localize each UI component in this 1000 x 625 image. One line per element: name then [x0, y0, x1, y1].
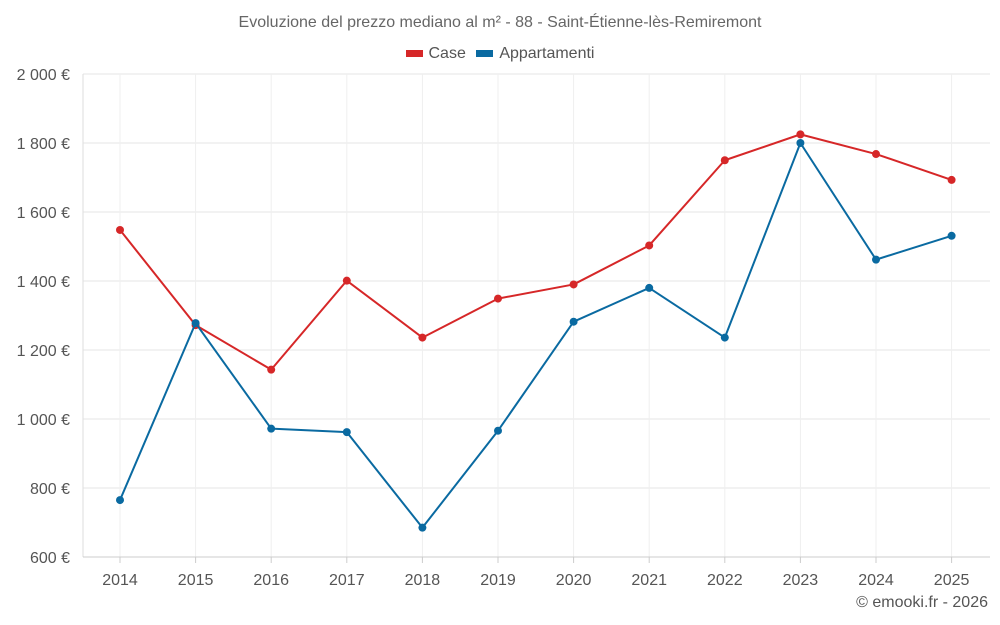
x-tick-label: 2016	[253, 572, 289, 589]
data-point-appartamenti	[494, 426, 502, 435]
legend-swatch-case	[405, 50, 423, 57]
y-tick-label: 600 €	[30, 550, 70, 567]
x-tick-label: 2014	[102, 572, 138, 589]
legend: Case Appartamenti	[0, 44, 1000, 63]
x-tick-label: 2017	[329, 572, 365, 589]
data-point-appartamenti	[418, 523, 427, 532]
y-tick-label: 1 200 €	[17, 343, 70, 360]
credit-text: © emooki.fr - 2026	[856, 594, 988, 611]
data-point-case	[872, 150, 880, 159]
data-point-appartamenti	[191, 319, 200, 328]
x-tick-label: 2023	[783, 572, 819, 589]
data-point-case	[645, 241, 654, 250]
series-line-case	[119, 133, 952, 371]
data-point-case	[796, 130, 805, 139]
legend-item-appartamenti[interactable]: Appartamenti	[476, 45, 594, 63]
y-tick-label: 1 400 €	[17, 274, 70, 291]
data-point-appartamenti	[645, 283, 654, 292]
data-point-case	[267, 365, 276, 374]
data-point-appartamenti	[267, 424, 276, 433]
x-tick-label: 2018	[405, 572, 441, 589]
x-tick-label: 2025	[934, 572, 970, 589]
legend-swatch-appartamenti	[476, 50, 494, 57]
data-point-case	[494, 294, 502, 303]
series-line-appartamenti	[119, 142, 952, 529]
data-point-case	[569, 280, 578, 289]
data-point-case	[720, 156, 729, 165]
y-tick-label: 800 €	[30, 481, 70, 498]
x-tick-label: 2019	[480, 572, 516, 589]
x-tick-label: 2020	[556, 572, 592, 589]
legend-label-appartamenti: Appartamenti	[499, 44, 595, 62]
data-point-appartamenti	[720, 333, 729, 342]
y-tick-label: 1 000 €	[17, 412, 70, 429]
data-point-appartamenti	[569, 317, 578, 326]
data-point-case	[342, 276, 351, 285]
legend-item-case[interactable]: Case	[405, 44, 466, 63]
y-tick-label: 1 800 €	[17, 136, 70, 153]
data-point-case	[116, 225, 124, 234]
legend-label-case: Case	[428, 44, 466, 62]
data-point-case	[947, 175, 956, 184]
y-tick-label: 2 000 €	[17, 67, 70, 84]
data-point-appartamenti	[116, 496, 124, 505]
data-point-appartamenti	[796, 139, 805, 147]
x-tick-label: 2022	[707, 572, 743, 589]
x-tick-label: 2024	[858, 572, 894, 589]
data-point-appartamenti	[872, 255, 880, 264]
chart-title: Evoluzione del prezzo mediano al m² - 88…	[238, 14, 762, 31]
data-point-appartamenti	[947, 231, 956, 240]
data-point-case	[418, 333, 427, 342]
x-tick-label: 2021	[631, 572, 667, 589]
y-tick-label: 1 600 €	[17, 205, 70, 222]
x-tick-label: 2015	[178, 572, 214, 589]
data-point-appartamenti	[342, 428, 351, 437]
